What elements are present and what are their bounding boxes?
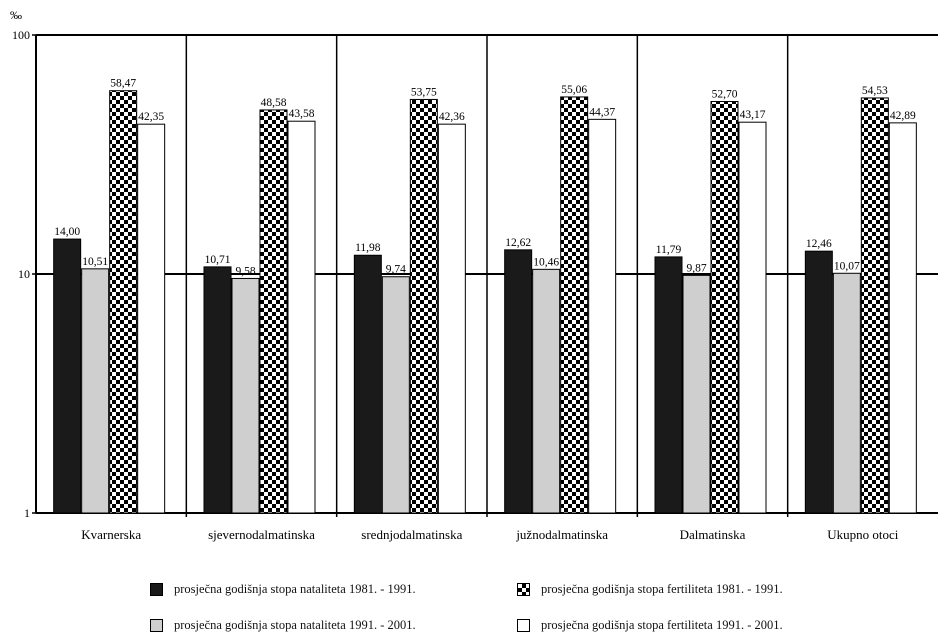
y-tick-label: 10 — [18, 267, 30, 281]
category-label: Kvarnerska — [81, 527, 141, 542]
data-label: 43,58 — [289, 108, 315, 120]
data-label: 53,75 — [411, 86, 437, 98]
category-label: srednjodalmatinska — [361, 527, 462, 542]
bar — [81, 268, 110, 514]
data-label: 58,47 — [110, 78, 136, 90]
data-label: 52,70 — [712, 88, 738, 100]
data-label: 9,74 — [386, 264, 406, 276]
data-label: 14,00 — [54, 226, 80, 238]
data-label: 44,37 — [589, 106, 615, 118]
bar — [654, 256, 683, 514]
bar — [860, 97, 889, 514]
data-label: 48,58 — [261, 97, 287, 109]
data-label: 10,46 — [533, 256, 559, 268]
bar — [203, 266, 232, 514]
bar — [588, 118, 617, 514]
data-label: 11,98 — [355, 242, 381, 254]
bar — [287, 120, 316, 514]
category-label: južnodalmatinska — [515, 527, 608, 542]
data-label: 42,89 — [890, 110, 916, 122]
bar — [888, 122, 917, 514]
data-label: 42,36 — [439, 111, 465, 123]
category-label: sjevernodalmatinska — [208, 527, 315, 542]
bar — [353, 254, 382, 514]
data-label: 55,06 — [561, 84, 587, 96]
bar — [832, 272, 861, 514]
bar — [738, 121, 767, 514]
data-label: 9,87 — [686, 262, 706, 274]
bar — [409, 98, 438, 514]
bar — [504, 249, 533, 514]
bar — [109, 90, 138, 514]
data-label: 10,51 — [82, 256, 108, 268]
category-label: Ukupno otoci — [827, 527, 899, 542]
y-tick-label: 1 — [24, 506, 30, 520]
bar — [381, 276, 410, 514]
data-label: 12,62 — [505, 237, 531, 249]
data-label: 42,35 — [138, 111, 164, 123]
data-label: 10,71 — [205, 254, 231, 266]
bar — [53, 238, 82, 514]
bar — [137, 123, 166, 514]
data-label: 9,58 — [235, 265, 255, 277]
bar — [560, 96, 589, 514]
bar — [532, 268, 561, 514]
y-tick-label: 100 — [12, 28, 30, 42]
bar — [804, 250, 833, 514]
bar — [710, 100, 739, 514]
data-label: 43,17 — [740, 109, 766, 121]
data-label: 12,46 — [806, 238, 832, 250]
category-label: Dalmatinska — [680, 527, 746, 542]
bar — [437, 123, 466, 514]
data-label: 10,07 — [834, 260, 860, 272]
bar — [231, 277, 260, 514]
data-label: 54,53 — [862, 85, 888, 97]
data-label: 11,79 — [656, 244, 682, 256]
y-unit-label: ‰ — [10, 8, 22, 22]
bar — [682, 274, 711, 514]
bar — [259, 109, 288, 514]
